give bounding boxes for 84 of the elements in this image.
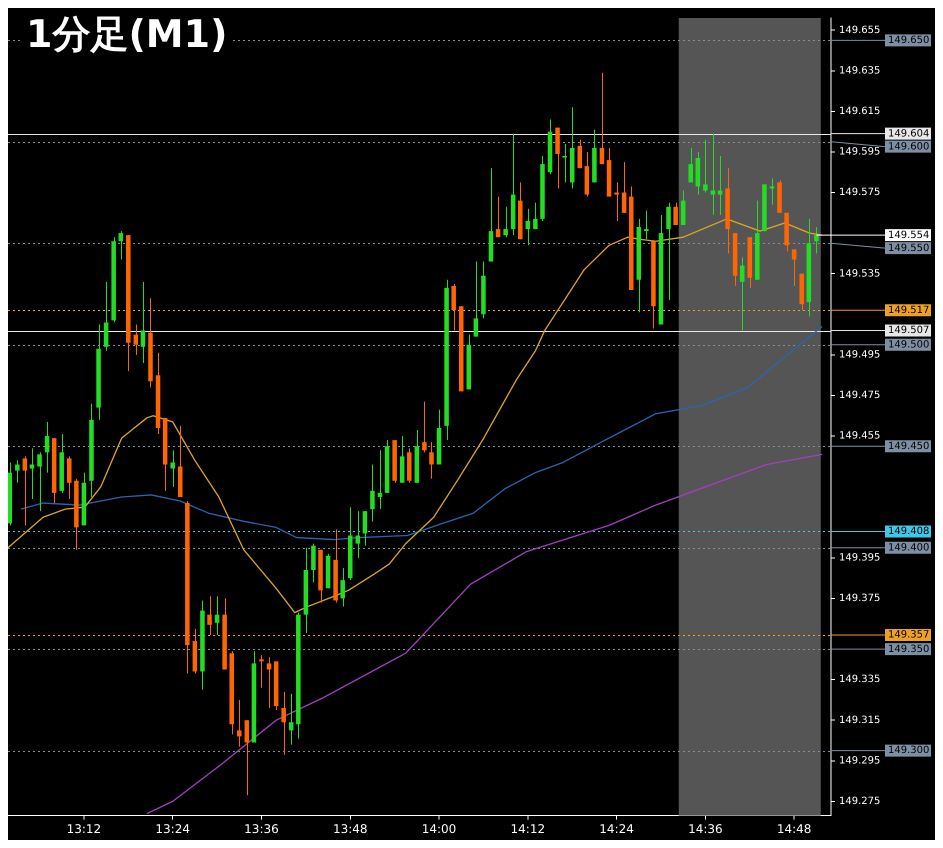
y-tick-label: 149.295 [839,755,880,766]
candlestick [503,206,508,238]
x-tick-label: 14:00 [422,822,456,836]
candlestick [622,162,626,214]
y-tick-label: 149.475 [839,390,880,402]
candlestick [614,182,619,222]
ref-line-label: 149.517 [888,304,930,316]
candlestick [422,401,427,453]
candlestick [474,261,478,338]
candlestick [118,230,124,260]
candlestick [577,139,582,169]
candlestick [710,133,716,216]
ref-line-label: 149.507 [888,325,930,336]
x-tick-label: 14:48 [776,822,812,836]
candlestick [562,143,567,183]
ref-line-label: 149.357 [888,630,930,641]
candlestick [259,654,264,688]
ref-line-label: 149.650 [888,34,930,46]
candlestick [207,596,212,636]
ref-line-label: 149.400 [888,542,930,554]
x-tick-label: 14:36 [688,822,723,836]
y-tick-label: 149.595 [839,146,880,158]
ref-line-label: 149.350 [888,644,930,655]
y-tick-label: 149.275 [839,796,880,807]
candlestick [237,699,242,748]
y-tick-label: 149.655 [839,24,880,36]
ref-line-label: 149.500 [888,339,930,350]
y-tick-label: 149.635 [839,65,880,76]
y-tick-label: 149.375 [839,593,880,604]
candlestick [340,568,345,608]
y-tick-label: 149.495 [839,349,880,360]
ref-line-label: 149.600 [888,141,930,152]
candlestick [673,202,678,226]
x-tick-label: 13:36 [244,822,279,836]
chart-title: 1分足(M1) [20,10,234,58]
ref-line-label: 149.450 [888,440,930,452]
annotation: 149.554 [888,230,930,241]
y-tick-label: 149.395 [839,552,880,564]
candlestick [526,208,530,246]
candlestick [688,147,693,183]
ref-line-label: 149.550 [888,242,930,254]
candlestick [214,596,220,636]
x-tick-label: 13:12 [66,822,102,836]
y-tick-label: 149.575 [839,187,880,198]
y-tick-label: 149.315 [839,714,880,726]
x-tick-label: 13:24 [155,822,190,836]
candlestick [266,656,272,709]
candlestick [244,720,250,796]
candlestick [362,510,368,546]
candlestick [644,210,649,240]
x-tick-label: 13:48 [332,822,368,836]
candlestick [140,281,146,364]
candlestick [356,510,360,558]
candlestick [600,72,604,165]
candlestick [15,460,20,484]
x-tick-label: 14:24 [599,822,634,836]
candlestick [44,421,50,474]
candlestick [22,456,28,526]
ref-line-label: 149.604 [888,128,930,140]
candlestick [533,202,538,230]
ref-line-label: 149.408 [888,526,930,538]
candlestick [740,256,744,332]
ref-line-label: 149.300 [888,745,930,756]
candlestick [666,202,671,301]
candlestick [703,139,708,194]
y-tick-label: 149.335 [839,674,880,686]
candlestick [370,464,375,522]
candlestick [429,442,434,480]
candlestick [134,324,138,356]
candlestick [170,450,175,488]
candlestick [814,226,819,254]
candlestick [281,691,286,756]
candlestick [288,693,294,746]
candlestick [770,178,774,206]
x-tick-label: 14:12 [510,822,546,836]
y-tick-label: 149.615 [839,106,880,117]
candlestick [792,248,796,286]
y-tick-label: 149.535 [839,268,880,280]
candlestick [378,450,382,510]
candlestick [37,452,42,512]
candlestick [718,156,722,216]
y-tick-label: 149.455 [839,430,880,442]
candlestick [496,196,500,238]
candlestick [30,448,34,500]
